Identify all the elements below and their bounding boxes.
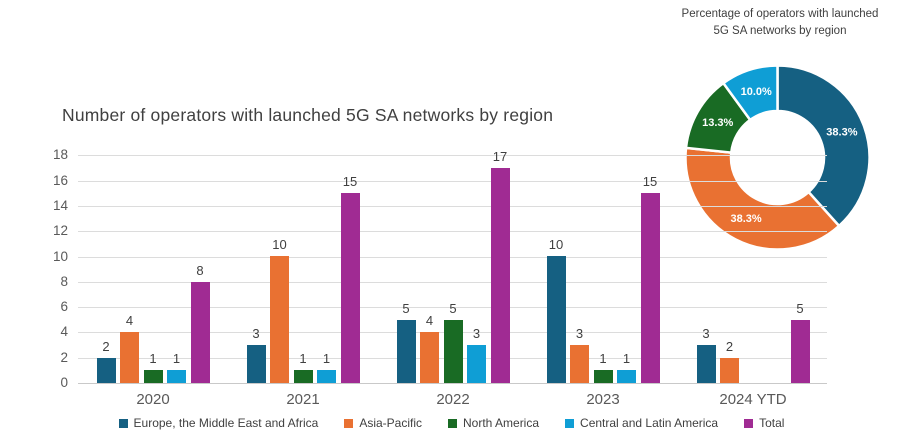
- y-tick-label-0: 0: [60, 375, 68, 390]
- legend-label-central-and-latin-america: Central and Latin America: [580, 416, 719, 430]
- chart-legend: Europe, the Middle East and Africa Asia-P…: [0, 416, 903, 430]
- value-label-asia-pacific-2023: 3: [575, 326, 584, 341]
- y-tick-label-18: 18: [52, 147, 68, 163]
- donut-chart: 38.3% 38.3% 13.3% 10.0%: [684, 64, 871, 251]
- bar-total-2024-ytd: [790, 320, 810, 383]
- value-label-asia-pacific-2024-ytd: 2: [725, 339, 734, 354]
- value-label-north-america-2022: 5: [449, 301, 457, 316]
- gridline-8: [78, 281, 827, 283]
- donut-slice-central-and-latin-america: [721, 64, 779, 122]
- gridline-10: [78, 256, 827, 258]
- x-category-label-2022: 2022: [436, 391, 470, 408]
- value-label-asia-pacific-2021: 10: [272, 237, 287, 252]
- legend-marker-north-america: [448, 418, 457, 428]
- value-label-central-and-latin-america-2022: 3: [472, 326, 481, 341]
- value-label-central-and-latin-america-2020: 1: [172, 351, 181, 366]
- gridline-12: [78, 231, 827, 233]
- legend-item-asia-pacific: Asia-Pacific: [344, 416, 422, 430]
- y-tick-label-4: 4: [60, 324, 68, 340]
- legend-marker-central-and-latin-america: [565, 418, 575, 428]
- value-label-total-2020: 8: [196, 263, 204, 278]
- x-category-label-2024-ytd: 2024 YTD: [719, 391, 787, 408]
- value-label-total-2022: 17: [492, 149, 508, 164]
- bar-chart-title: Number of operators with launched 5G SA …: [62, 105, 554, 125]
- donut-slice-label-asia-pacific: 38.3%: [730, 213, 761, 225]
- value-label-europe-the-middle-east-and-africa-2022: 5: [402, 301, 410, 316]
- value-label-europe-the-middle-east-and-africa-2020: 2: [102, 339, 110, 354]
- y-tick-label-14: 14: [52, 197, 68, 213]
- legend-marker-asia-pacific: [344, 418, 354, 428]
- legend-label-asia-pacific: Asia-Pacific: [359, 416, 422, 430]
- bar-north-america-2023: [593, 370, 613, 383]
- legend-item-total: Total: [744, 416, 784, 430]
- donut-chart-title: Percentage of operators with launched 5G…: [640, 6, 903, 40]
- bar-europe-the-middle-east-and-africa-2024-ytd: [696, 345, 716, 383]
- gridline-18: [78, 155, 827, 157]
- gridline-16: [78, 180, 827, 182]
- legend-marker-total: [744, 418, 754, 428]
- y-tick-label-12: 12: [52, 223, 68, 239]
- value-label-asia-pacific-2022: 4: [425, 313, 434, 328]
- bar-asia-pacific-2021: [270, 256, 289, 383]
- value-label-central-and-latin-america-2021: 1: [322, 351, 331, 366]
- x-category-label-2023: 2023: [586, 391, 620, 408]
- bar-total-2022: [490, 168, 510, 383]
- value-label-total-2023: 15: [642, 174, 658, 189]
- value-label-north-america-2020: 1: [149, 351, 157, 366]
- value-label-north-america-2023: 1: [599, 351, 607, 366]
- y-tick-label-10: 10: [52, 248, 68, 264]
- donut-slice-label-north-america: 13.3%: [702, 117, 733, 129]
- value-label-north-america-2021: 1: [299, 351, 307, 366]
- bar-north-america-2021: [293, 370, 313, 383]
- x-category-label-2021: 2021: [286, 391, 320, 408]
- value-label-europe-the-middle-east-and-africa-2024-ytd: 3: [702, 326, 710, 341]
- bar-central-and-latin-america-2023: [617, 370, 636, 383]
- bar-north-america-2022: [443, 320, 463, 383]
- legend-label-total: Total: [759, 416, 785, 430]
- value-label-total-2021: 15: [342, 174, 358, 189]
- bar-total-2023: [640, 193, 660, 383]
- donut-slice-asia-pacific: [684, 146, 841, 251]
- value-label-europe-the-middle-east-and-africa-2023: 10: [548, 237, 564, 252]
- donut-slice-europe-the-middle-east-and-africa: [776, 64, 871, 228]
- bar-north-america-2020: [143, 370, 163, 383]
- bar-central-and-latin-america-2020: [167, 370, 186, 383]
- value-label-europe-the-middle-east-and-africa-2021: 3: [252, 326, 260, 341]
- legend-label-north-america: North America: [463, 416, 540, 430]
- bar-asia-pacific-2024-ytd: [720, 358, 739, 383]
- donut-chart-title-line-1: Percentage of operators with launched: [681, 8, 879, 20]
- legend-marker-europe-the-middle-east-and-africa: [118, 418, 128, 428]
- bar-asia-pacific-2023: [570, 345, 589, 383]
- gridline-0: [78, 383, 827, 384]
- donut-chart-title-line-2: 5G SA networks by region: [713, 25, 847, 37]
- bar-europe-the-middle-east-and-africa-2022: [396, 320, 416, 383]
- donut-slice-label-central-and-latin-america: 10.0%: [741, 86, 772, 98]
- gridline-14: [78, 205, 827, 207]
- y-tick-label-6: 6: [60, 299, 68, 315]
- donut-slice-label-europe-the-middle-east-and-africa: 38.3%: [826, 127, 857, 139]
- legend-item-central-and-latin-america: Central and Latin America: [565, 416, 718, 430]
- bar-asia-pacific-2020: [120, 332, 139, 383]
- bar-europe-the-middle-east-and-africa-2020: [96, 358, 116, 383]
- y-tick-label-8: 8: [60, 273, 68, 289]
- bar-central-and-latin-america-2021: [317, 370, 336, 383]
- y-tick-label-16: 16: [52, 172, 68, 188]
- y-tick-label-2: 2: [60, 349, 68, 365]
- bar-europe-the-middle-east-and-africa-2023: [546, 256, 566, 383]
- bar-total-2020: [190, 282, 210, 383]
- bar-central-and-latin-america-2022: [467, 345, 486, 383]
- legend-item-europe-the-middle-east-and-africa: Europe, the Middle East and Africa: [118, 416, 319, 430]
- legend-item-north-america: North America: [448, 416, 539, 430]
- value-label-central-and-latin-america-2023: 1: [622, 351, 631, 366]
- bar-europe-the-middle-east-and-africa-2021: [246, 345, 266, 383]
- legend-label-europe-the-middle-east-and-africa: Europe, the Middle East and Africa: [133, 416, 319, 430]
- bar-total-2021: [340, 193, 360, 383]
- gridline-6: [78, 307, 827, 309]
- value-label-asia-pacific-2020: 4: [125, 313, 134, 328]
- bar-asia-pacific-2022: [420, 332, 439, 383]
- x-category-label-2020: 2020: [136, 391, 170, 408]
- value-label-total-2024-ytd: 5: [796, 301, 804, 316]
